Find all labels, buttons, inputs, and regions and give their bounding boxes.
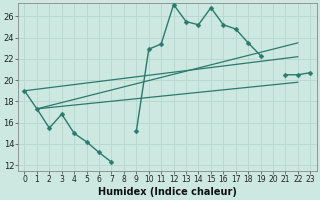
X-axis label: Humidex (Indice chaleur): Humidex (Indice chaleur) [98,187,237,197]
